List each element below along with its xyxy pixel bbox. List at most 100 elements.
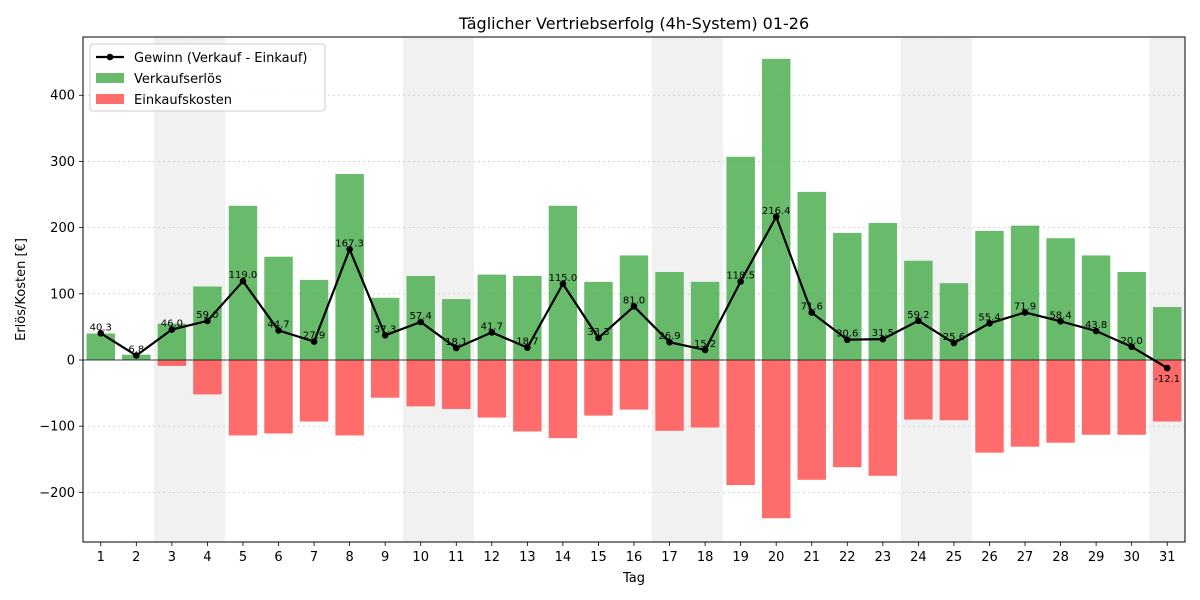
profit-point bbox=[701, 346, 709, 354]
profit-data-label: 25.6 bbox=[943, 332, 965, 343]
profit-point bbox=[381, 332, 389, 339]
y-tick-label: −200 bbox=[39, 486, 75, 501]
cost-bar bbox=[513, 359, 542, 432]
cost-bar bbox=[264, 359, 293, 434]
cost-bar bbox=[797, 359, 826, 480]
profit-point bbox=[346, 245, 353, 253]
cost-bar bbox=[442, 359, 471, 409]
profit-point bbox=[488, 329, 496, 336]
x-tick-label: 21 bbox=[803, 550, 820, 565]
x-tick-label: 4 bbox=[203, 550, 211, 565]
profit-point bbox=[843, 336, 851, 344]
revenue-bar bbox=[264, 256, 293, 360]
revenue-bar bbox=[370, 297, 400, 360]
profit-point bbox=[1128, 343, 1135, 351]
profit-data-label: 18.1 bbox=[445, 337, 467, 348]
x-tick-label: 2 bbox=[132, 550, 140, 565]
y-tick-label: 400 bbox=[50, 89, 75, 104]
revenue-bar bbox=[1153, 307, 1182, 360]
profit-data-label: 115.0 bbox=[549, 273, 578, 284]
x-tick-label: 20 bbox=[768, 550, 785, 565]
profit-data-label: 41.7 bbox=[481, 321, 503, 332]
revenue-bar bbox=[406, 275, 435, 360]
cost-bar bbox=[548, 359, 578, 439]
profit-point bbox=[1163, 364, 1171, 372]
profit-point bbox=[595, 334, 602, 342]
x-tick-label: 28 bbox=[1052, 550, 1069, 565]
profit-data-label: 31.5 bbox=[872, 328, 894, 339]
profit-point bbox=[204, 317, 211, 325]
revenue-bar bbox=[797, 191, 826, 360]
x-tick-label: 17 bbox=[661, 550, 678, 565]
x-axis: 1 2 3 4 5 6 7 8 9 10 11 12 13 14 15 16 17 18 19 20 21 22 23 24 2… bbox=[97, 542, 1176, 565]
cost-bar bbox=[1117, 359, 1146, 435]
y-axis: −200 −100 0 100 200 300 400 bbox=[39, 89, 83, 501]
legend-bar-swatch bbox=[96, 73, 124, 83]
profit-data-label: 43.8 bbox=[1085, 320, 1107, 331]
profit-point bbox=[737, 278, 744, 285]
cost-bar bbox=[406, 359, 435, 407]
x-tick-label: 18 bbox=[697, 550, 714, 565]
cost-bar bbox=[477, 359, 507, 418]
profit-data-label: 18.7 bbox=[516, 337, 538, 348]
profit-point bbox=[630, 303, 638, 310]
cost-bar bbox=[370, 359, 400, 398]
cost-bar bbox=[619, 359, 649, 410]
cost-bar bbox=[1081, 359, 1111, 435]
cost-bar bbox=[726, 359, 755, 486]
profit-data-label: 71.6 bbox=[801, 302, 823, 313]
profit-point bbox=[1021, 309, 1029, 316]
x-tick-label: 15 bbox=[590, 550, 607, 565]
profit-data-label: 59.0 bbox=[196, 310, 218, 321]
revenue-bar bbox=[584, 281, 613, 360]
legend-bar-swatch bbox=[96, 94, 124, 104]
revenue-bar bbox=[1010, 225, 1040, 360]
x-tick-label: 19 bbox=[732, 550, 749, 565]
profit-data-label: 55.4 bbox=[978, 312, 1000, 323]
cost-bar bbox=[584, 359, 613, 416]
y-tick-label: −100 bbox=[39, 420, 75, 435]
profit-point bbox=[97, 330, 105, 337]
x-tick-label: 13 bbox=[519, 550, 536, 565]
x-tick-label: 5 bbox=[239, 550, 247, 565]
profit-point bbox=[915, 317, 922, 325]
x-axis-label: Tag bbox=[622, 571, 645, 586]
legend-label: Gewinn (Verkauf - Einkauf) bbox=[134, 51, 307, 66]
profit-data-label: 27.9 bbox=[303, 331, 325, 342]
cost-bar bbox=[335, 359, 364, 436]
revenue-bar bbox=[939, 283, 969, 360]
profit-point bbox=[524, 344, 531, 351]
revenue-bar bbox=[477, 274, 507, 360]
legend-marker bbox=[106, 53, 114, 61]
legend-box bbox=[89, 43, 326, 112]
cost-bar bbox=[833, 359, 862, 468]
x-tick-label: 3 bbox=[168, 550, 176, 565]
profit-point bbox=[275, 327, 282, 334]
x-tick-label: 7 bbox=[310, 550, 318, 565]
profit-data-label: 44.7 bbox=[267, 319, 289, 330]
cost-bar bbox=[939, 359, 969, 421]
x-tick-label: 29 bbox=[1088, 550, 1105, 565]
x-tick-label: 10 bbox=[412, 550, 429, 565]
cost-bar bbox=[690, 359, 720, 428]
profit-point bbox=[310, 338, 318, 345]
cost-bar bbox=[655, 359, 684, 431]
profit-data-label: 81.0 bbox=[623, 295, 645, 306]
profit-point bbox=[666, 338, 673, 346]
legend-label: Verkaufserlös bbox=[134, 72, 222, 87]
profit-point bbox=[168, 326, 176, 333]
revenue-bar bbox=[655, 271, 684, 360]
x-tick-label: 31 bbox=[1159, 550, 1176, 565]
revenue-bar bbox=[86, 333, 115, 360]
profit-data-label: 40.3 bbox=[90, 322, 112, 333]
cost-bar bbox=[975, 359, 1004, 453]
revenue-bar bbox=[299, 279, 329, 360]
x-tick-label: 11 bbox=[448, 550, 465, 565]
x-tick-label: 8 bbox=[345, 550, 353, 565]
profit-point bbox=[1092, 327, 1100, 335]
cost-bar bbox=[761, 359, 791, 519]
profit-point bbox=[133, 352, 140, 359]
profit-point bbox=[950, 339, 958, 347]
revenue-bar bbox=[726, 156, 755, 360]
weekend-shade bbox=[1149, 37, 1185, 542]
